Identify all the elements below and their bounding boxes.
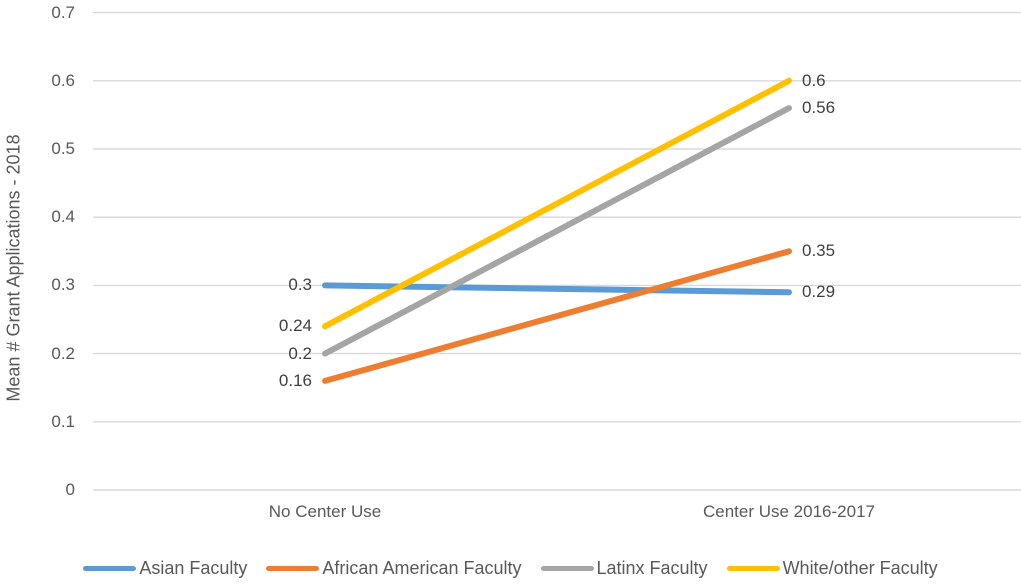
legend-item[interactable]: White/other Faculty (726, 557, 938, 579)
legend-label: African American Faculty (322, 557, 522, 578)
y-tick-label: 0.1 (51, 411, 75, 431)
legend-label: Asian Faculty (139, 557, 248, 578)
legend-line-swatch (83, 565, 137, 571)
data-label: 0.3 (288, 275, 312, 295)
y-tick-label: 0 (65, 480, 75, 499)
y-tick-label: 0.7 (51, 2, 75, 22)
y-tick-label: 0.5 (51, 139, 75, 158)
legend-item[interactable]: Latinx Faculty (540, 557, 708, 579)
legend: Asian Faculty African American Faculty Lat… (0, 554, 1021, 582)
data-label: 0.29 (802, 282, 836, 302)
series-line[interactable] (322, 248, 792, 384)
series-line[interactable] (322, 77, 792, 330)
legend-line-swatch (540, 565, 594, 571)
data-label: 0.2 (288, 343, 312, 363)
data-label: 0.16 (278, 370, 312, 390)
data-label: 0.35 (802, 241, 836, 261)
data-label: 0.24 (278, 316, 312, 336)
y-tick-label: 0.3 (51, 275, 75, 295)
category-label: No Center Use (268, 502, 382, 521)
legend-label: Latinx Faculty (596, 557, 708, 578)
y-tick-label: 0.4 (51, 207, 75, 227)
y-tick-label: 0.2 (51, 343, 75, 363)
data-label: 0.56 (802, 98, 836, 118)
data-label: 0.6 (802, 70, 826, 90)
y-tick-label: 0.6 (51, 70, 75, 90)
legend-item[interactable]: African American Faculty (266, 557, 522, 579)
legend-line-swatch (266, 565, 320, 571)
series-line[interactable] (322, 105, 792, 357)
legend-label: White/other Faculty (782, 557, 938, 578)
legend-line-swatch (726, 565, 780, 571)
legend-item[interactable]: Asian Faculty (83, 558, 247, 579)
category-label: Center Use 2016-2017 (702, 502, 875, 521)
